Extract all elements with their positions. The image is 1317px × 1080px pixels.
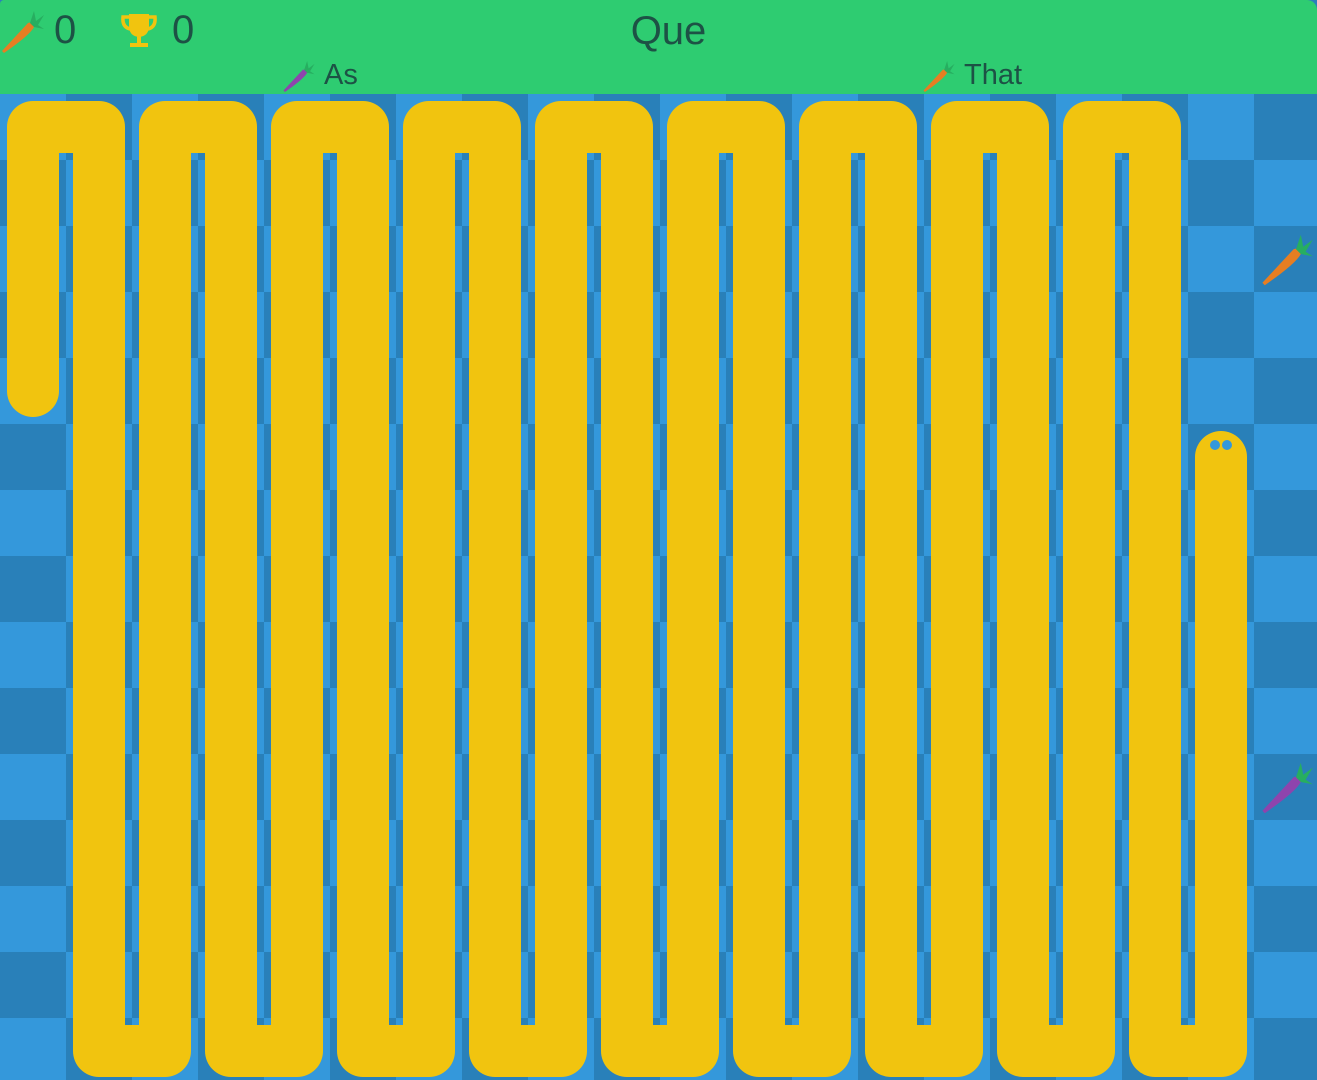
board-tile [0, 556, 66, 622]
snake-eye-icon [1210, 440, 1220, 450]
carrot-score: 0 [0, 6, 76, 54]
board-tile [1254, 424, 1317, 490]
carrot-icon [2, 11, 44, 53]
snake-eye-icon [1222, 440, 1232, 450]
board-tile [1254, 952, 1317, 1018]
board-tile [1188, 160, 1254, 226]
board-tile [0, 820, 66, 886]
answer-option-orange: That [922, 58, 1022, 92]
board-tile [1254, 688, 1317, 754]
snake-body [7, 101, 1247, 1077]
orange-carrot-icon [1262, 234, 1313, 286]
board-tile [1254, 1018, 1317, 1080]
game-header: 0 0 Que As That [0, 0, 1317, 94]
board-tile [1254, 556, 1317, 622]
best-score-value: 0 [172, 8, 195, 52]
board-tile [1188, 292, 1254, 358]
purple-carrot-icon [283, 60, 315, 92]
board-tile [1254, 490, 1317, 556]
board-canvas[interactable] [0, 94, 1317, 1080]
option-label: As [324, 58, 358, 91]
board-tile [1254, 292, 1317, 358]
trophy-icon [121, 14, 157, 47]
board-tile [1254, 160, 1317, 226]
game-board[interactable] [0, 94, 1317, 1080]
board-tile [0, 1018, 66, 1080]
best-score: 0 [120, 6, 194, 54]
board-tile [0, 424, 66, 490]
answer-option-purple: As [282, 58, 358, 92]
board-tile [0, 952, 66, 1018]
board-tile [1188, 94, 1254, 160]
board-tile [1254, 622, 1317, 688]
board-tile [0, 622, 66, 688]
board-tile [0, 688, 66, 754]
board-tile [1254, 820, 1317, 886]
carrot-count: 0 [54, 8, 77, 52]
board-tile [1254, 358, 1317, 424]
board-tile [0, 886, 66, 952]
orange-carrot-icon [923, 60, 955, 92]
option-label: That [964, 58, 1023, 91]
board-tile [1254, 886, 1317, 952]
board-tile [0, 490, 66, 556]
question-title: Que [630, 9, 707, 53]
board-tile [1188, 226, 1254, 292]
board-tile [0, 754, 66, 820]
board-tile [1254, 94, 1317, 160]
purple-carrot-icon [1262, 762, 1313, 814]
board-tile [1188, 358, 1254, 424]
